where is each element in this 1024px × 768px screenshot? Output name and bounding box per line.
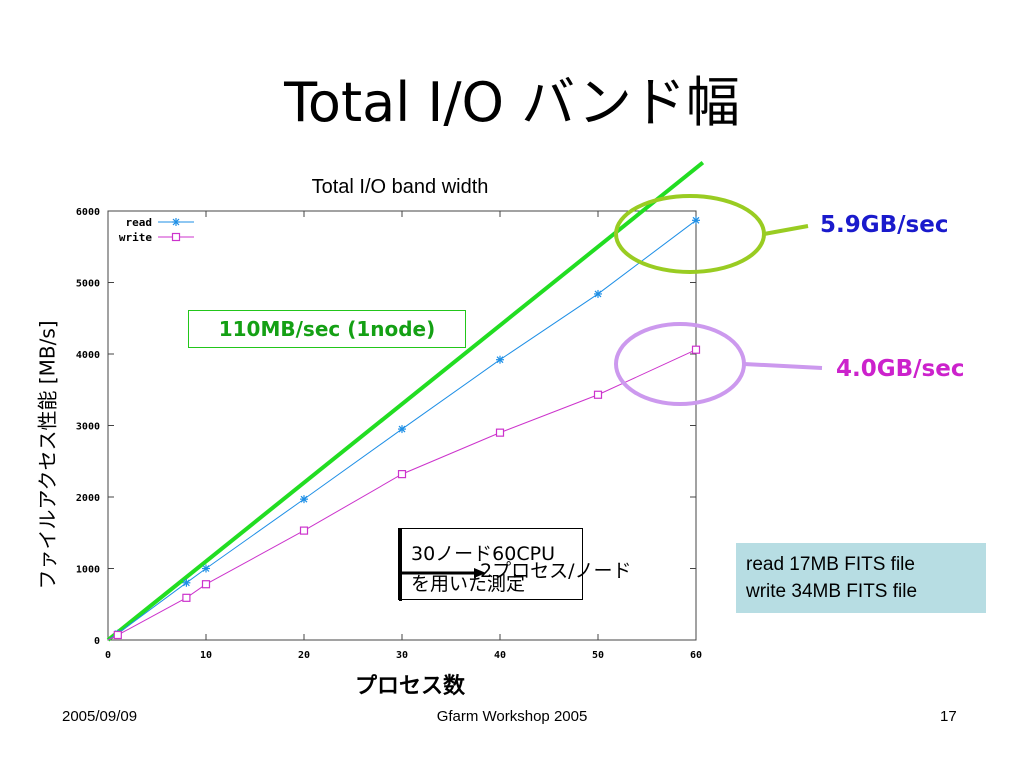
read-point	[594, 289, 602, 298]
write-point	[593, 390, 603, 399]
x-tick-label: 50	[592, 650, 604, 661]
legend-marker-write	[171, 232, 181, 242]
read-point	[398, 425, 406, 434]
write-peak-ellipse	[614, 322, 746, 406]
write-point	[201, 580, 211, 589]
x-axis-label: プロセス数	[354, 674, 465, 699]
write-point	[691, 345, 701, 354]
note-line-2: を用いた測定	[411, 573, 526, 595]
x-tick-label: 0	[105, 650, 111, 661]
fits-write-line: write 34MB FITS file	[746, 581, 918, 602]
legend-label-write: write	[119, 231, 152, 244]
y-tick-label: 2000	[76, 493, 100, 504]
footer-date: 2005/09/09	[62, 708, 138, 725]
read-point	[692, 216, 700, 225]
fits-read-line: read 17MB FITS file	[746, 554, 915, 575]
chart-title: Total I/O band width	[311, 176, 489, 198]
note-left-bar	[399, 528, 402, 601]
x-tick-label: 60	[690, 650, 702, 661]
y-tick-label: 6000	[76, 207, 100, 218]
read-peak-ellipse	[614, 194, 766, 274]
y-tick-label: 1000	[76, 565, 100, 576]
slide-title: Total I/O バンド幅	[284, 71, 740, 134]
x-tick-label: 30	[396, 650, 408, 661]
note-line-1: 30ノード60CPU	[411, 543, 555, 565]
y-tick-label: 3000	[76, 422, 100, 433]
read-point	[300, 495, 308, 504]
note-arrow-icon	[400, 568, 486, 578]
note-overlay-text: 2プロセス/ノード	[480, 560, 632, 582]
legend-label-read: read	[126, 216, 153, 229]
fits-info-box: read 17MB FITS file write 34MB FITS file	[736, 543, 986, 613]
write-peak-label: 4.0GB/sec	[836, 356, 965, 382]
y-tick-label: 4000	[76, 350, 100, 361]
measurement-note: 30ノード60CPU を用いた測定	[398, 528, 583, 601]
x-tick-label: 40	[494, 650, 506, 661]
write-point	[182, 593, 191, 602]
read-point	[182, 578, 191, 587]
write-point	[299, 526, 309, 535]
y-tick-label: 5000	[76, 279, 100, 290]
read-peak-connector	[763, 224, 809, 236]
x-tick-label: 20	[298, 650, 310, 661]
footer-page-number: 17	[940, 708, 957, 725]
read-point	[202, 564, 210, 573]
legend-marker-read	[172, 218, 180, 226]
x-tick-label: 10	[200, 650, 212, 661]
write-point	[113, 630, 122, 640]
write-point	[397, 470, 407, 479]
node-rate-annotation: 110MB/sec (1node)	[188, 310, 466, 348]
read-point	[496, 355, 504, 364]
y-tick-label: 0	[94, 636, 100, 647]
write-peak-connector	[743, 362, 823, 370]
read-peak-label: 5.9GB/sec	[820, 212, 949, 238]
ideal-scaling-line	[106, 161, 705, 642]
write-point	[495, 428, 505, 437]
footer-event: Gfarm Workshop 2005	[436, 708, 588, 725]
